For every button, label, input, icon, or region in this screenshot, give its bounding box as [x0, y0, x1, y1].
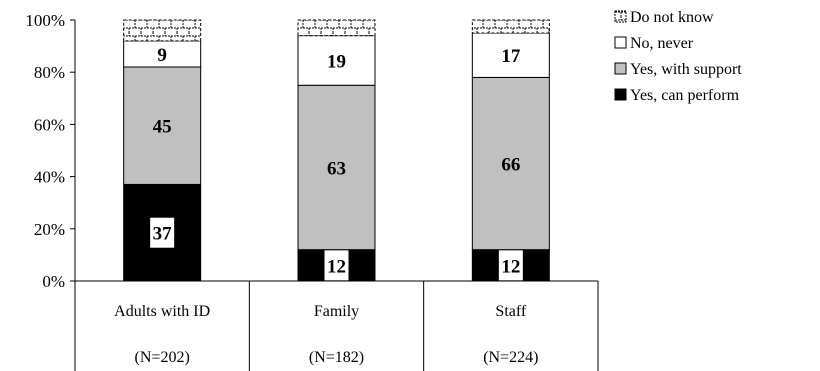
category-sublabel: (N=182): [309, 349, 364, 366]
data-label: 12: [501, 256, 520, 277]
y-tick-label: 0%: [42, 272, 65, 291]
legend-swatch: [614, 62, 627, 75]
category-label: Adults with ID: [114, 303, 210, 320]
legend-label: Do not know: [630, 9, 714, 26]
value-labels: 37 45 9 12 63 19 12 66 17: [150, 45, 523, 281]
bar-segment-no-never: [471, 32, 550, 78]
y-tick-label: 100%: [25, 11, 65, 30]
legend-label: Yes, with support: [630, 61, 742, 78]
bar-segment-do-not-know: [297, 19, 376, 37]
bar-segment-yes-with-support: [123, 66, 202, 185]
y-tick-label: 60%: [34, 115, 65, 134]
bar-segment-no-never: [297, 35, 376, 86]
category-labels: Adults with ID (N=202) Family (N=182) Staff (…: [114, 303, 538, 366]
y-tick-label: 20%: [34, 220, 65, 239]
data-label: 37: [153, 224, 173, 245]
data-label-box: [498, 250, 523, 281]
data-label: 9: [157, 45, 167, 66]
bar-segment-do-not-know: [471, 19, 550, 34]
y-tick-label: 80%: [34, 63, 65, 82]
legend-swatch: [614, 36, 627, 49]
data-label: 19: [327, 51, 346, 72]
category-label: Family: [314, 303, 359, 320]
legend: Do not know No, never Yes, with support Yes…: [614, 9, 742, 104]
data-label: 17: [501, 46, 521, 67]
y-tick-label: 40%: [34, 168, 65, 187]
legend-swatch: [614, 88, 627, 101]
category-label: Staff: [495, 303, 526, 320]
bar-segment-do-not-know: [123, 19, 202, 42]
data-label: 12: [327, 256, 346, 277]
data-label: 66: [501, 155, 520, 176]
data-label-box: [150, 217, 175, 248]
legend-label: Yes, can perform: [630, 87, 740, 104]
category-sublabel: (N=202): [135, 349, 190, 366]
data-label: 45: [153, 117, 172, 138]
legend-swatch: [614, 10, 627, 23]
category-sublabel: (N=224): [483, 349, 538, 366]
data-label: 63: [327, 158, 346, 179]
legend-label: No, never: [630, 35, 694, 52]
data-label-box: [324, 250, 349, 281]
